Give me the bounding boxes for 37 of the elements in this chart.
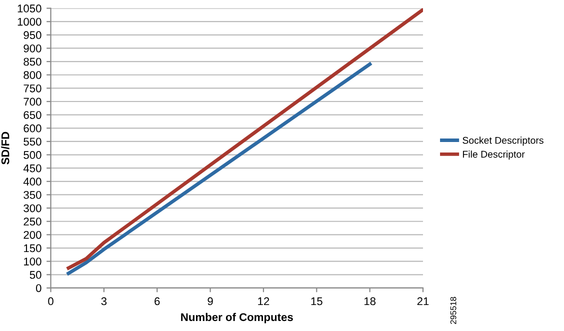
y-tick-label: 800	[24, 71, 42, 80]
line-series	[66, 62, 372, 276]
y-tick-label: 150	[24, 244, 42, 252]
y-tick-label: 100	[24, 258, 42, 266]
y-tick-label: 300	[24, 204, 42, 212]
text: 295518	[450, 296, 456, 324]
y-tick-label: 0	[36, 284, 42, 292]
y-axis-title: SD/FD	[1, 132, 10, 164]
x-tick-label: 18	[364, 297, 376, 306]
y-tick-label: 550	[24, 138, 42, 146]
y-tick-label: 250	[24, 218, 42, 226]
x-tick-label: 9	[208, 297, 213, 306]
legend-label: Socket Descriptors	[462, 136, 544, 146]
y-tick-label: 350	[24, 191, 42, 199]
x-axis-title: Number of Computes	[181, 312, 293, 324]
y-tick-label: 50	[30, 270, 42, 279]
y-tick-label: 450	[23, 164, 42, 172]
y-tick-label: 950	[24, 31, 42, 40]
x-tick-label: 21	[417, 297, 429, 306]
y-tick-label: 650	[24, 111, 42, 119]
x-tick-label: 6	[154, 297, 160, 306]
y-tick-label: 400	[23, 178, 42, 186]
x-tick-label: 0	[48, 297, 54, 306]
x-tick-label: 12	[258, 297, 270, 306]
line-series	[66, 8, 423, 270]
y-tick-label: 750	[24, 84, 42, 92]
x-tick-label: 3	[101, 297, 107, 306]
y-tick-label: 1000	[18, 18, 42, 26]
y-tick-label: 850	[24, 58, 42, 66]
y-tick-label: 200	[24, 230, 42, 239]
y-tick-label: 1050	[18, 4, 42, 12]
y-tick-label: 900	[24, 44, 42, 52]
legend-label: File Descriptor	[462, 150, 525, 160]
x-tick-label: 15	[311, 297, 322, 306]
y-tick-label: 600	[24, 124, 42, 132]
y-tick-label: 500	[24, 151, 42, 159]
y-tick-label: 700	[24, 98, 42, 106]
